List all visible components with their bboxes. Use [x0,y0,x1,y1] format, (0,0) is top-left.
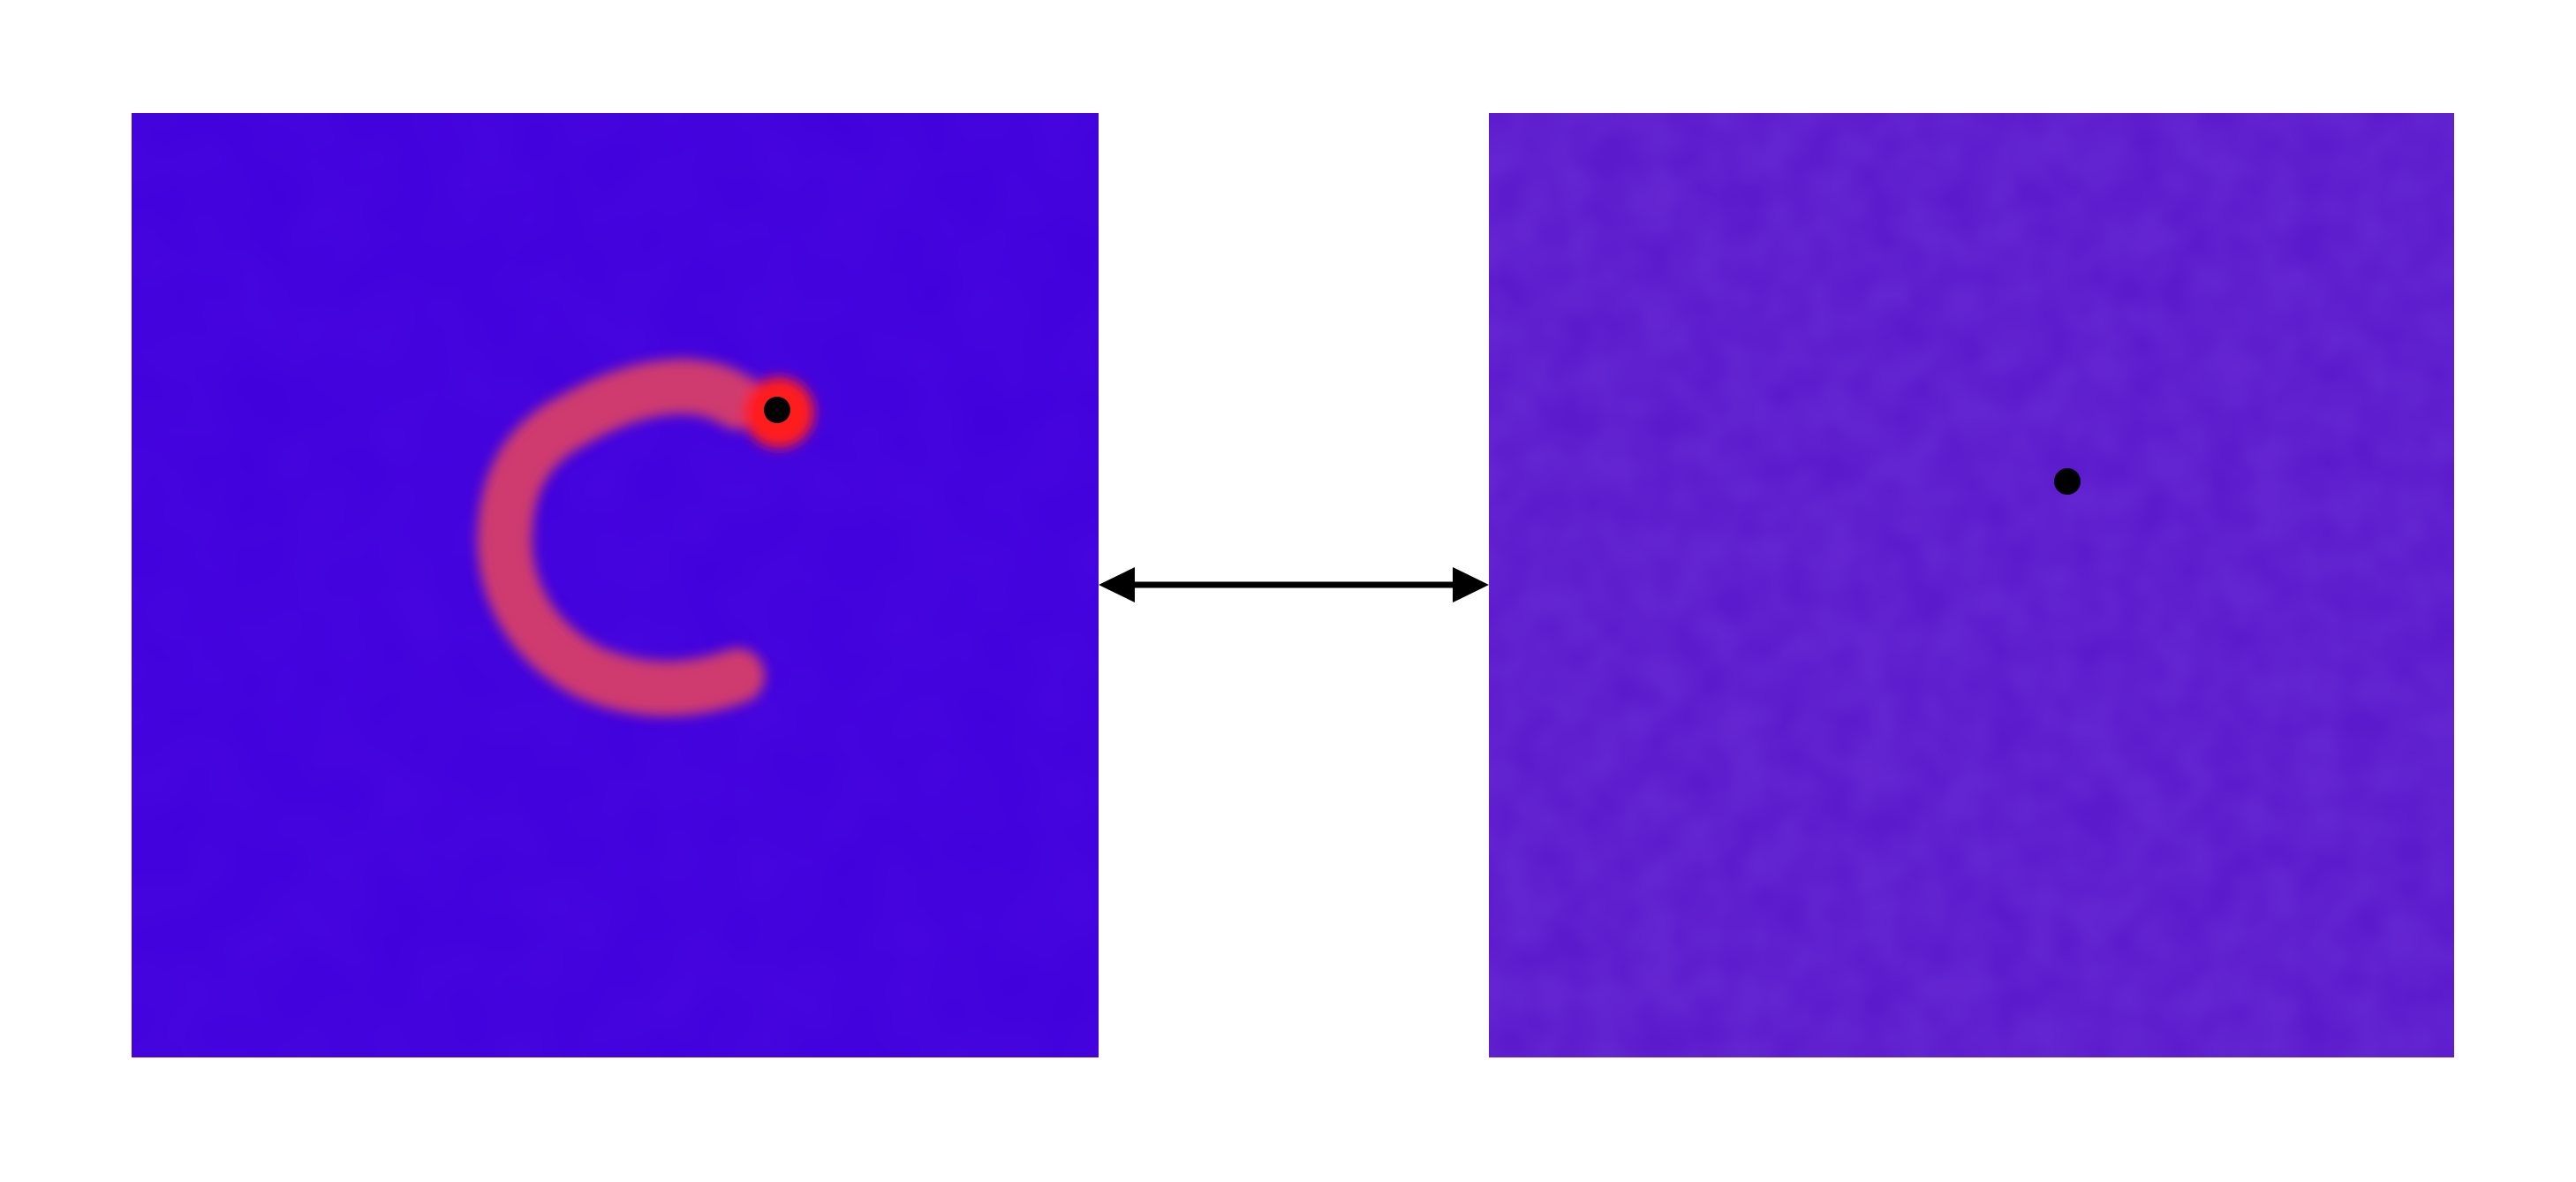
right-panel-texture [1489,113,2454,1057]
double-headed-arrow [1099,567,1489,602]
stroke-path [477,359,765,716]
left-panel [132,113,1099,1057]
left-marker-dot [764,397,790,423]
arrow-left-head [1099,567,1135,602]
left-panel-texture [132,113,1099,1057]
right-panel [1489,113,2454,1057]
right-marker-dot [2054,468,2081,495]
arrow-right-head [1453,567,1489,602]
